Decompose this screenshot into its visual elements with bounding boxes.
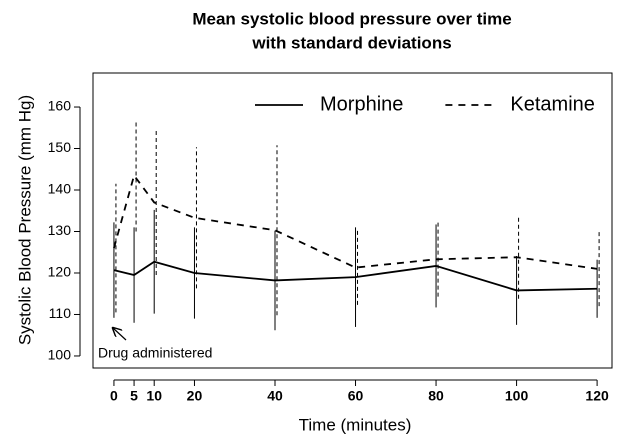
- x-tick-label: 60: [348, 388, 364, 404]
- y-tick-label: 120: [48, 264, 72, 280]
- x-tick-label: 20: [187, 388, 203, 404]
- x-tick-label: 5: [130, 388, 138, 404]
- x-tick-label: 100: [505, 388, 529, 404]
- y-tick-label: 100: [48, 347, 72, 363]
- y-tick-label: 130: [48, 222, 72, 238]
- x-tick-label: 120: [585, 388, 609, 404]
- y-axis-label: Systolic Blood Pressure (mm Hg): [15, 95, 34, 345]
- plot-frame: [92, 72, 613, 369]
- series-line: [113, 260, 598, 292]
- y-tick-label: 110: [49, 305, 72, 321]
- x-tick-label: 10: [146, 388, 162, 404]
- y-tick-label: 140: [48, 181, 72, 197]
- chart-subtitle: with standard deviations: [251, 33, 451, 52]
- x-tick-label: 40: [267, 388, 283, 404]
- annotation: Drug administered: [98, 345, 212, 361]
- legend-label: Morphine: [320, 93, 403, 115]
- x-tick-label: 0: [110, 388, 118, 404]
- chart-title: Mean systolic blood pressure over time: [192, 9, 511, 28]
- y-tick-label: 150: [48, 139, 72, 155]
- series-line: [113, 173, 598, 270]
- x-axis-label: Time (minutes): [299, 415, 412, 434]
- legend-label: Ketamine: [510, 93, 595, 115]
- x-tick-label: 80: [428, 388, 444, 404]
- annotation-arrow: [113, 328, 127, 341]
- y-tick-label: 160: [48, 98, 72, 114]
